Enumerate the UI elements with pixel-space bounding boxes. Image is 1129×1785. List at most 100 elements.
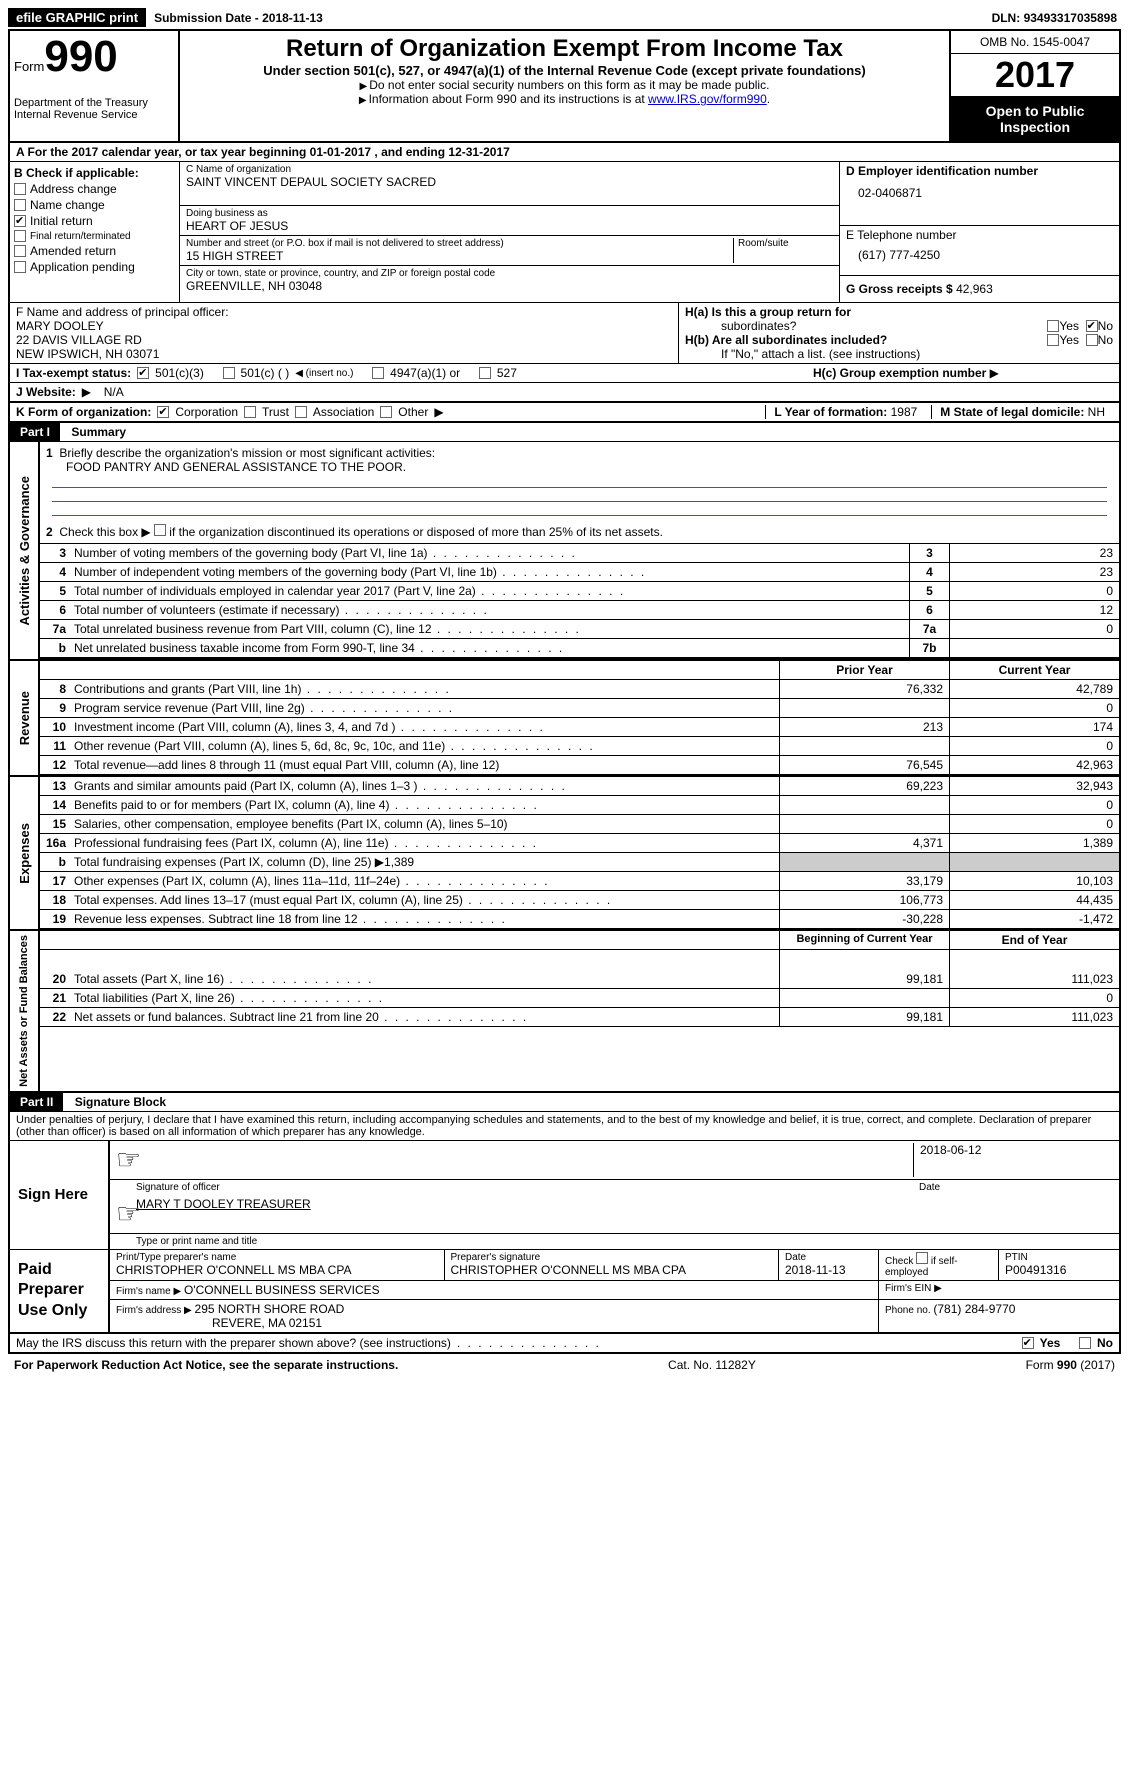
website-value: N/A xyxy=(104,385,124,399)
efile-button[interactable]: efile GRAPHIC print xyxy=(8,8,146,27)
cb-hb-no[interactable] xyxy=(1086,334,1098,346)
cb-501c3[interactable] xyxy=(137,367,149,379)
firm-phone: (781) 284-9770 xyxy=(933,1302,1015,1316)
self-employed-check: Check if self-employed xyxy=(879,1250,999,1280)
begin-year-header: Beginning of Current Year xyxy=(779,931,949,949)
dln-label: DLN: 93493317035898 xyxy=(988,9,1121,27)
table-row: 15 Salaries, other compensation, employe… xyxy=(40,815,1119,834)
website-row: J Website: ▶ N/A xyxy=(8,383,1121,403)
cb-discuss-no[interactable] xyxy=(1079,1337,1091,1349)
cb-application-pending[interactable] xyxy=(14,261,26,273)
table-row: 12 Total revenue—add lines 8 through 11 … xyxy=(40,756,1119,775)
dba-label: Doing business as xyxy=(186,208,833,219)
section-b-checkboxes: B Check if applicable: Address change Na… xyxy=(10,162,180,302)
officer-label: F Name and address of principal officer: xyxy=(16,305,672,319)
table-row: 19 Revenue less expenses. Subtract line … xyxy=(40,910,1119,929)
firm-ein-label: Firm's EIN ▶ xyxy=(879,1281,1119,1299)
prior-year-header: Prior Year xyxy=(779,661,949,679)
paid-preparer-label: Paid Preparer Use Only xyxy=(10,1250,110,1332)
cb-amended[interactable] xyxy=(14,245,26,257)
part2-header: Part II Signature Block xyxy=(8,1093,1121,1112)
officer-name-label: Type or print name and title xyxy=(136,1236,257,1247)
hc-label: H(c) Group exemption number xyxy=(813,366,986,380)
firm-addr2: REVERE, MA 02151 xyxy=(116,1316,322,1330)
cb-discontinued[interactable] xyxy=(154,524,166,536)
end-year-header: End of Year xyxy=(949,931,1119,949)
catalog-number: Cat. No. 11282Y xyxy=(668,1358,756,1372)
room-label: Room/suite xyxy=(738,238,833,249)
open-to-public: Open to Public Inspection xyxy=(951,97,1119,141)
table-row: 22 Net assets or fund balances. Subtract… xyxy=(40,1008,1119,1027)
cb-address-change[interactable] xyxy=(14,183,26,195)
sig-officer-label: Signature of officer xyxy=(136,1182,913,1193)
table-row: b Net unrelated business taxable income … xyxy=(40,639,1119,659)
part1-header: Part I Summary xyxy=(8,423,1121,442)
irs-label: Internal Revenue Service xyxy=(14,109,174,121)
cb-hb-yes[interactable] xyxy=(1047,334,1059,346)
table-row: 13 Grants and similar amounts paid (Part… xyxy=(40,777,1119,796)
mission-label: Briefly describe the organization's miss… xyxy=(59,446,435,460)
table-row: 3 Number of voting members of the govern… xyxy=(40,544,1119,563)
exp-label: Expenses xyxy=(15,819,34,888)
ein-label: D Employer identification number xyxy=(846,164,1113,178)
ptin-value: P00491316 xyxy=(1005,1263,1113,1277)
cb-trust[interactable] xyxy=(244,406,256,418)
org-name-label: C Name of organization xyxy=(186,164,833,175)
form-header: Form990 Department of the Treasury Inter… xyxy=(8,29,1121,141)
cb-name-change[interactable] xyxy=(14,199,26,211)
cb-initial-return[interactable] xyxy=(14,215,26,227)
submission-label: Submission Date - 2018-11-13 xyxy=(150,9,327,27)
domicile-state: NH xyxy=(1088,405,1105,419)
rev-label: Revenue xyxy=(15,687,34,749)
table-row: 20 Total assets (Part X, line 16) 99,181… xyxy=(40,970,1119,989)
year-formation: 1987 xyxy=(891,405,918,419)
pra-notice: For Paperwork Reduction Act Notice, see … xyxy=(14,1358,398,1372)
cb-self-employed[interactable] xyxy=(916,1252,928,1264)
cb-4947[interactable] xyxy=(372,367,384,379)
table-row: 17 Other expenses (Part IX, column (A), … xyxy=(40,872,1119,891)
firm-name: O'CONNELL BUSINESS SERVICES xyxy=(184,1283,380,1297)
section-a-tax-year: A For the 2017 calendar year, or tax yea… xyxy=(8,141,1121,162)
phone-label: E Telephone number xyxy=(846,228,1113,242)
mission-text: FOOD PANTRY AND GENERAL ASSISTANCE TO TH… xyxy=(46,460,406,474)
preparer-date: 2018-11-13 xyxy=(785,1263,872,1277)
org-name: SAINT VINCENT DEPAUL SOCIETY SACRED xyxy=(186,175,833,189)
table-row: 7a Total unrelated business revenue from… xyxy=(40,620,1119,639)
city-label: City or town, state or province, country… xyxy=(186,268,833,279)
form-indicator: Form 990 (2017) xyxy=(1026,1358,1115,1372)
cb-corp[interactable] xyxy=(157,406,169,418)
cb-ha-no[interactable] xyxy=(1086,320,1098,332)
table-row: 6 Total number of volunteers (estimate i… xyxy=(40,601,1119,620)
table-row: b Total fundraising expenses (Part IX, c… xyxy=(40,853,1119,872)
cb-501c[interactable] xyxy=(223,367,235,379)
current-year-header: Current Year xyxy=(949,661,1119,679)
tax-year: 2017 xyxy=(951,54,1119,97)
table-row: 21 Total liabilities (Part X, line 26) 0 xyxy=(40,989,1119,1008)
governance-section: Activities & Governance 1 Briefly descri… xyxy=(8,442,1121,659)
gross-receipts: G Gross receipts $ 42,963 xyxy=(840,276,1119,302)
hb-label: H(b) Are all subordinates included? xyxy=(685,333,887,347)
table-row: 5 Total number of individuals employed i… xyxy=(40,582,1119,601)
table-row: 4 Number of independent voting members o… xyxy=(40,563,1119,582)
cb-assoc[interactable] xyxy=(295,406,307,418)
cb-final-return[interactable] xyxy=(14,230,26,242)
cb-ha-yes[interactable] xyxy=(1047,320,1059,332)
table-row: 11 Other revenue (Part VIII, column (A),… xyxy=(40,737,1119,756)
expenses-section: Expenses 13 Grants and similar amounts p… xyxy=(8,777,1121,931)
irs-link[interactable]: www.IRS.gov/form990 xyxy=(648,92,767,106)
table-row: 9 Program service revenue (Part VIII, li… xyxy=(40,699,1119,718)
cb-discuss-yes[interactable] xyxy=(1022,1337,1034,1349)
firm-addr1: 295 NORTH SHORE ROAD xyxy=(195,1302,345,1316)
omb-number: OMB No. 1545-0047 xyxy=(951,31,1119,54)
form-subtitle: Under section 501(c), 527, or 4947(a)(1)… xyxy=(188,63,941,78)
table-row: 14 Benefits paid to or for members (Part… xyxy=(40,796,1119,815)
arrow-icon xyxy=(359,92,369,106)
form-title: Return of Organization Exempt From Incom… xyxy=(188,35,941,63)
ein-value: 02-0406871 xyxy=(846,178,1113,200)
form-word: Form xyxy=(14,59,44,74)
cb-other[interactable] xyxy=(380,406,392,418)
officer-group-row: F Name and address of principal officer:… xyxy=(8,302,1121,363)
street-value: 15 HIGH STREET xyxy=(186,249,733,263)
cb-527[interactable] xyxy=(479,367,491,379)
dba-value: HEART OF JESUS xyxy=(186,219,833,233)
